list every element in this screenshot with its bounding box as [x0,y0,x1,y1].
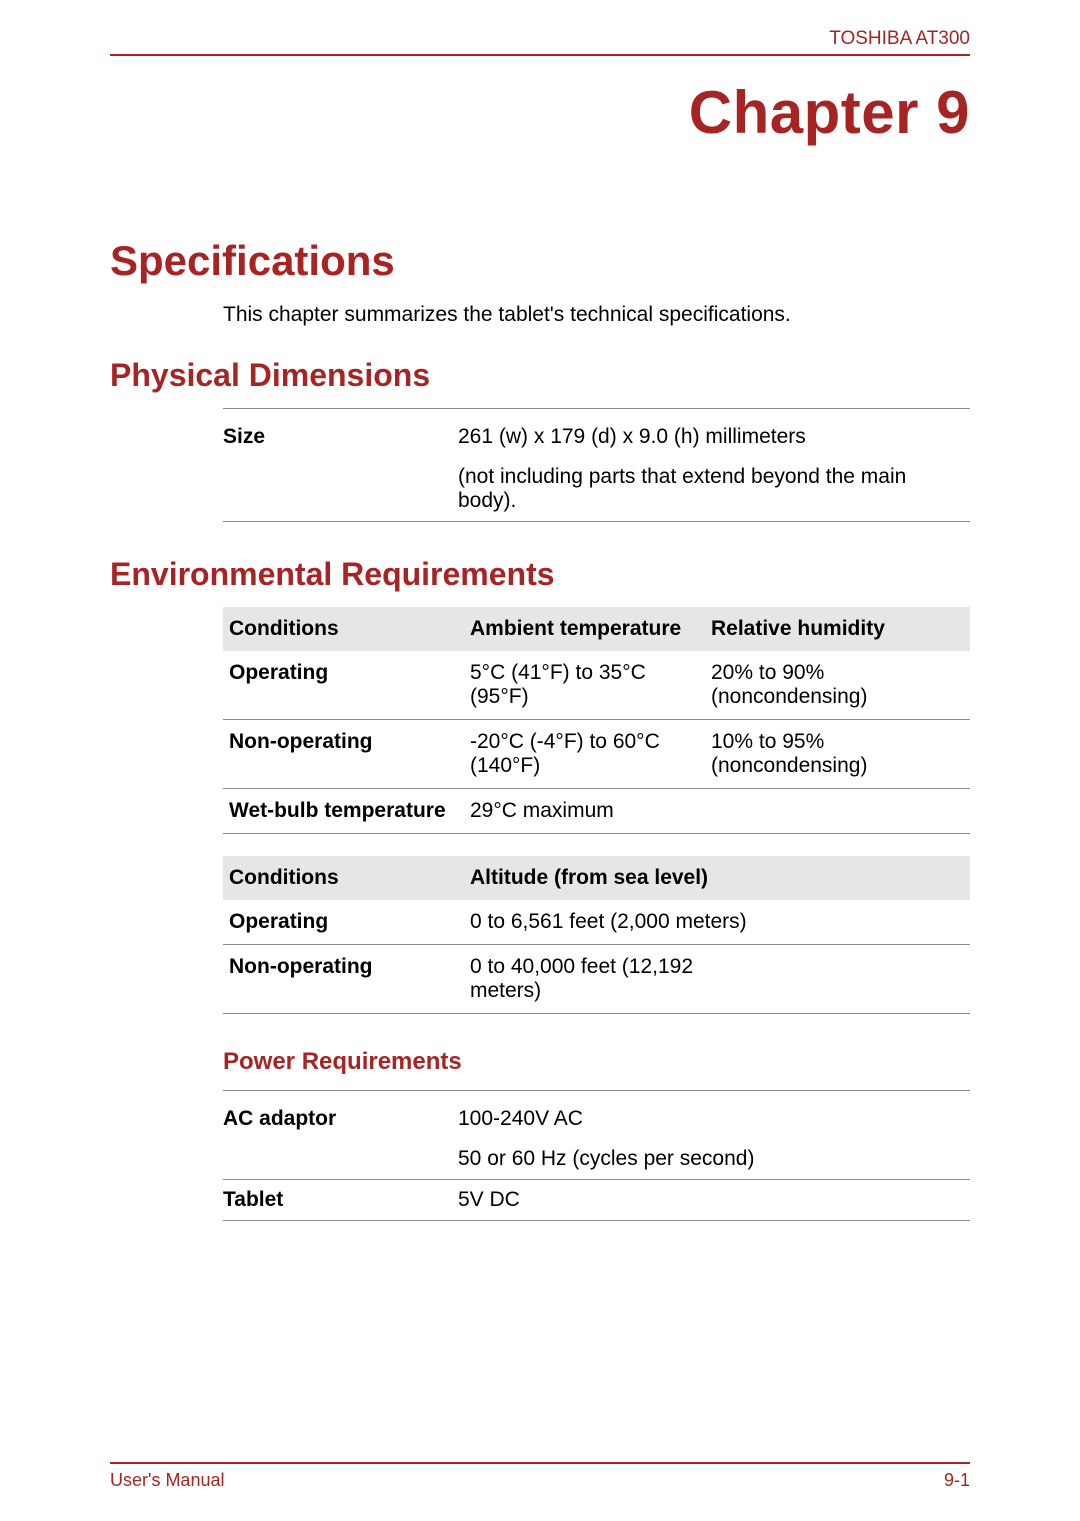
env2-r1c0: Non-operating [223,945,464,1014]
env1-r0c1: 5°C (41°F) to 35°C (95°F) [464,651,705,720]
power-r0-label: AC adaptor [223,1099,458,1139]
env1-r1c2: 10% to 95% (noncondensing) [705,720,970,789]
chapter-title: Chapter 9 [110,78,970,147]
section-heading-power: Power Requirements [110,1048,970,1076]
power-r1-v1: 5V DC [458,1180,970,1221]
footer-rule [110,1462,970,1464]
env1-r1c1: -20°C (-4°F) to 60°C (140°F) [464,720,705,789]
power-r0-v1: 100-240V AC [458,1099,970,1139]
env-table2: Conditions Altitude (from sea level) Ope… [223,856,970,1014]
page: TOSHIBA AT300 Chapter 9 Specifications T… [0,0,1080,1521]
env1-r2c0: Wet-bulb temperature [223,789,464,834]
env1-h1: Ambient temperature [464,607,705,651]
power-table: AC adaptor 100-240V AC 50 or 60 Hz (cycl… [223,1090,970,1221]
env1-h0: Conditions [223,607,464,651]
env-table2-wrap: Conditions Altitude (from sea level) Ope… [223,856,970,1014]
intro-text: This chapter summarizes the tablet's tec… [110,303,970,327]
env2-r1c1: 0 to 40,000 feet (12,192 meters) [464,945,770,1014]
section-heading-environmental: Environmental Requirements [110,556,970,593]
env1-r1c0: Non-operating [223,720,464,789]
env1-r2c1: 29°C maximum [464,789,705,834]
power-r1-label: Tablet [223,1180,458,1221]
footer-right: 9-1 [944,1470,970,1491]
header-rule [110,54,970,56]
env2-r0c0: Operating [223,900,464,945]
env2-h1: Altitude (from sea level) [464,856,970,900]
physical-table: Size 261 (w) x 179 (d) x 9.0 (h) millime… [223,408,970,522]
footer-left: User's Manual [110,1470,224,1491]
footer: User's Manual 9-1 [110,1462,970,1491]
physical-size-value-2: (not including parts that extend beyond … [458,457,970,522]
env2-r0c1: 0 to 6,561 feet (2,000 meters) [464,900,770,945]
env-table1: Conditions Ambient temperature Relative … [223,607,970,834]
page-title: Specifications [110,237,970,285]
env-table1-wrap: Conditions Ambient temperature Relative … [223,607,970,834]
section-heading-physical: Physical Dimensions [110,357,970,394]
env1-h2: Relative humidity [705,607,970,651]
physical-size-value-1: 261 (w) x 179 (d) x 9.0 (h) millimeters [458,417,970,457]
env1-r0c0: Operating [223,651,464,720]
physical-size-label: Size [223,417,458,457]
env1-r0c2: 20% to 90% (noncondensing) [705,651,970,720]
env2-h0: Conditions [223,856,464,900]
power-r0-v2: 50 or 60 Hz (cycles per second) [458,1139,970,1180]
physical-table-wrap: Size 261 (w) x 179 (d) x 9.0 (h) millime… [223,408,970,522]
header-product: TOSHIBA AT300 [110,20,970,54]
power-table-wrap: AC adaptor 100-240V AC 50 or 60 Hz (cycl… [223,1090,970,1221]
env1-r2c2 [705,789,970,834]
